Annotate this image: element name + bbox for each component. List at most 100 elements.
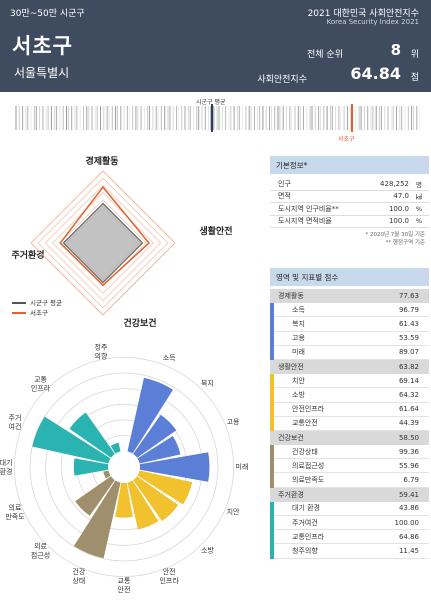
polar-axis-label-line: 주거 bbox=[9, 413, 22, 422]
radar-axis-label: 경제활동 bbox=[85, 155, 118, 167]
indicator-name: 교통인프라 bbox=[274, 530, 389, 545]
polar-axis-label-line: 상태 bbox=[72, 576, 85, 585]
basic-info-row: 인구 428,252 명 bbox=[270, 178, 429, 191]
basic-info-table: 인구 428,252 명 면적 47.0 ㎢ 도시지역 인구비율** 100.0% 도시지역 면… bbox=[270, 178, 429, 228]
indicator-score: 61.43 bbox=[389, 317, 429, 332]
polar-axis-label-line: 대기 bbox=[0, 458, 12, 467]
polar-axis-label-line: 복지 bbox=[201, 379, 214, 388]
indicator-sub-row: 주거여건 100.00 bbox=[270, 516, 429, 531]
score-value: 64.84 bbox=[350, 64, 401, 83]
indicator-sub-row: 고용 53.59 bbox=[270, 331, 429, 346]
indicator-name: 소방 bbox=[274, 388, 389, 403]
polar-axis-label-line: 교통 bbox=[118, 577, 131, 585]
polar-axis-label-line: 치안 bbox=[227, 507, 240, 516]
report-title: 2021 대한민국 사회안전지수 bbox=[307, 9, 419, 19]
indicator-score: 64.86 bbox=[389, 530, 429, 545]
indicator-name: 생활안전 bbox=[278, 363, 304, 372]
polar-axis-label-line: 인프라 bbox=[31, 384, 51, 393]
polar-bar bbox=[133, 414, 177, 458]
polar-axis-label-line: 만족도 bbox=[5, 512, 25, 521]
polar-axis-label: 정주 의향 bbox=[95, 342, 108, 360]
polar-axis-label-line: 환경 bbox=[0, 467, 12, 476]
radar-axis-label: 주거환경 bbox=[11, 249, 44, 261]
indicator-name: 치안 bbox=[274, 374, 389, 389]
polar-bar bbox=[103, 470, 111, 479]
indicator-name: 소득 bbox=[274, 303, 389, 318]
indicator-sub-row: 소득 96.79 bbox=[270, 303, 429, 318]
rank-label: 전체 순위 bbox=[307, 50, 343, 60]
polar-grid-ring bbox=[29, 372, 219, 562]
polar-axis-label: 의료 만족도 bbox=[5, 503, 25, 521]
polar-axis-label-line: 미래 bbox=[236, 462, 249, 471]
polar-bar bbox=[127, 377, 174, 454]
distribution-strip bbox=[15, 104, 420, 132]
basic-info-value: 100.0 bbox=[388, 204, 409, 213]
polar-bar bbox=[127, 480, 159, 530]
indicator-score: 53.59 bbox=[389, 332, 429, 346]
indicator-name: 건강보건 bbox=[278, 433, 304, 442]
indicator-name: 대기 환경 bbox=[274, 502, 389, 516]
radar-grid-ring bbox=[44, 184, 162, 302]
polar-bar bbox=[69, 412, 115, 458]
polar-bar bbox=[110, 442, 121, 454]
indicator-name: 복지 bbox=[274, 317, 389, 332]
indicator-name: 주거환경 bbox=[278, 490, 304, 499]
indicator-sub-row: 치안 69.14 bbox=[270, 374, 429, 389]
polar-bar bbox=[75, 476, 115, 516]
report-subtitle: Korea Security Index 2021 bbox=[326, 18, 419, 26]
indicator-color-bar bbox=[270, 473, 274, 488]
radar-legend: 시군구 평균 서초구 bbox=[12, 298, 62, 318]
indicator-panel: 영역 및 지표별 점수 경제활동 77.63 소득 96.79 복지 61.43 고용 53.… bbox=[270, 268, 429, 559]
radar-series-self bbox=[59, 185, 150, 287]
indicator-color-bar bbox=[270, 388, 274, 403]
basic-info-panel: 기본정보* 인구 428,252 명 면적 47.0 ㎢ 도시지역 인구비율** 100.0%… bbox=[270, 156, 429, 247]
indicator-sub-row: 교통안전 44.39 bbox=[270, 416, 429, 431]
basic-info-note-1: * 2020년 7월 30일 기준 bbox=[365, 232, 425, 238]
indicator-score: 99.36 bbox=[389, 445, 429, 460]
indicator-score: 64.32 bbox=[389, 388, 429, 403]
radar-chart: 경제활동 생활안전 건강보건 주거환경 bbox=[11, 155, 232, 329]
polar-axis-label: 교통 인프라 bbox=[31, 376, 51, 393]
indicator-color-bar bbox=[270, 445, 274, 460]
header-banner: 30만~50만 시군구 서초구 서울특별시 2021 대한민국 사회안전지수 K… bbox=[0, 0, 431, 92]
basic-info-row: 면적 47.0 ㎢ bbox=[270, 191, 429, 203]
polar-bar bbox=[115, 482, 133, 518]
category-label: 30만~50만 시군구 bbox=[10, 9, 85, 19]
indicator-score: 89.07 bbox=[389, 346, 429, 360]
indicator-name: 경제활동 bbox=[278, 292, 304, 301]
basic-info-key: 인구 bbox=[278, 179, 291, 188]
polar-bar bbox=[73, 480, 121, 559]
radar-axis-label: 건강보건 bbox=[123, 317, 156, 329]
indicator-domain-row: 주거환경 59.41 bbox=[270, 487, 429, 502]
indicator-score: 96.79 bbox=[389, 303, 429, 318]
polar-axis-label: 건강 상태 bbox=[72, 567, 85, 585]
indicator-score: 77.63 bbox=[398, 292, 419, 301]
indicator-domain-row: 건강보건 58.50 bbox=[270, 430, 429, 446]
score-label: 사회안전지수 bbox=[257, 75, 307, 85]
indicator-sub-row: 복지 61.43 bbox=[270, 317, 429, 332]
indicator-sub-row: 의료만족도 6.79 bbox=[270, 473, 429, 488]
indicator-name: 안전인프라 bbox=[274, 403, 389, 417]
radar-series-avg bbox=[62, 202, 144, 284]
polar-grid-ring bbox=[14, 357, 234, 577]
radar-grid-ring bbox=[30, 170, 176, 316]
polar-axis-label: 교통 안전 bbox=[118, 577, 131, 594]
indicator-color-bar bbox=[270, 544, 274, 559]
indicator-sub-row: 의료접근성 55.96 bbox=[270, 459, 429, 474]
indicator-sub-row: 청주의향 11.45 bbox=[270, 544, 429, 559]
indicator-name: 청주의향 bbox=[274, 544, 389, 559]
radar-grid-ring bbox=[52, 192, 154, 294]
legend-swatch-avg bbox=[12, 302, 26, 304]
radar-grid-ring bbox=[59, 199, 147, 287]
polar-axis-label-line: 의료 bbox=[9, 503, 22, 512]
indicator-color-bar bbox=[270, 530, 274, 545]
legend-label-self: 서초구 bbox=[30, 309, 48, 317]
indicator-sub-row: 교통인프라 64.86 bbox=[270, 530, 429, 545]
indicator-score: 100.00 bbox=[389, 516, 429, 531]
polar-axis-label-line: 건강 bbox=[72, 567, 85, 576]
indicator-name: 의료접근성 bbox=[274, 459, 389, 474]
polar-axis-label-line: 소방 bbox=[201, 545, 214, 554]
indicator-score: 59.41 bbox=[398, 490, 419, 499]
basic-info-unit: % bbox=[415, 217, 423, 226]
polar-axis-label-line: 의향 bbox=[95, 351, 108, 360]
